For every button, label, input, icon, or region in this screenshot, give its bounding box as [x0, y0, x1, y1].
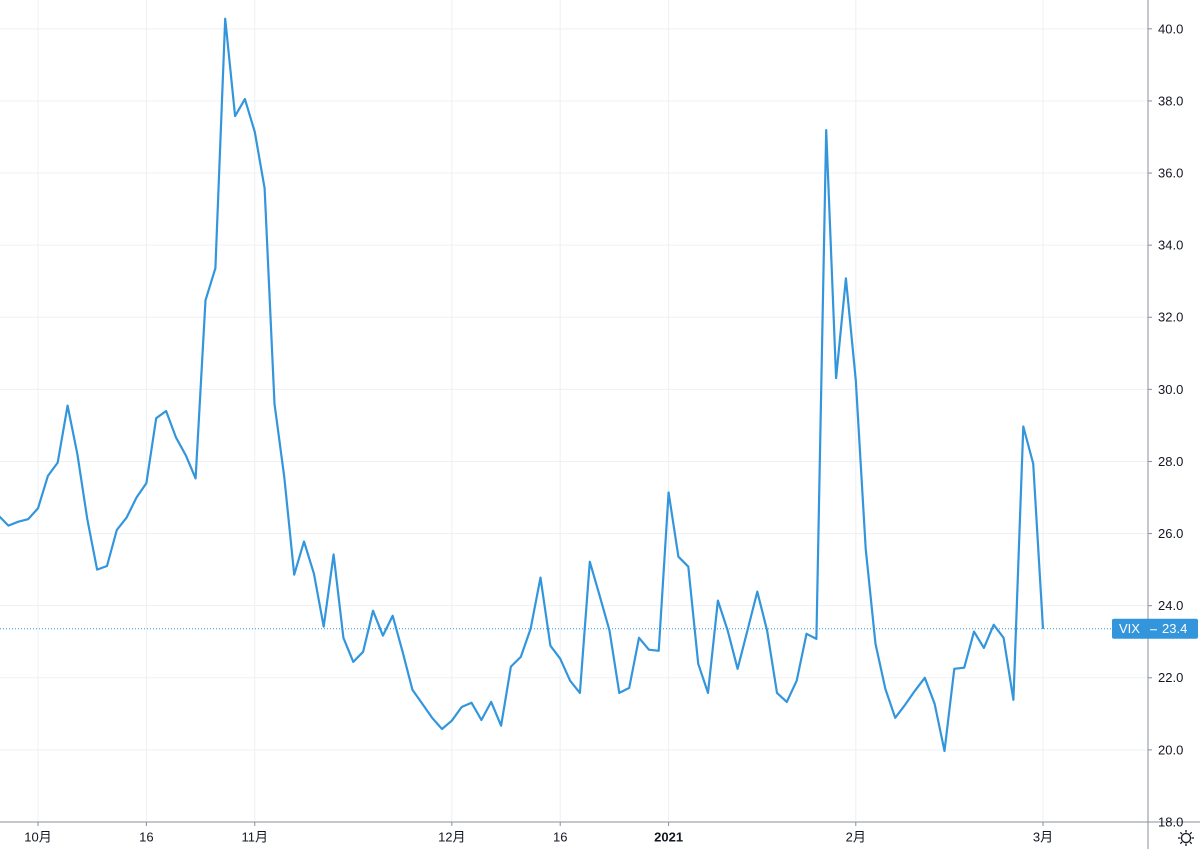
y-tick-label: 34.0 [1158, 238, 1183, 253]
last-value-badge [1112, 618, 1198, 639]
y-tick-label: 36.0 [1158, 165, 1183, 180]
series-name: VIX [1119, 621, 1140, 636]
y-tick-label: 30.0 [1158, 382, 1183, 397]
x-tick-label: 16 [553, 829, 567, 844]
y-tick-label: 32.0 [1158, 310, 1183, 325]
y-tick-label: 28.0 [1158, 454, 1183, 469]
series-line [0, 17, 1045, 753]
x-tick-label: 2月 [846, 829, 866, 844]
x-tick-label: 2021 [654, 829, 683, 844]
settings-icon[interactable] [1178, 830, 1194, 846]
x-tick-label: 10月 [24, 829, 51, 844]
x-tick-label: 12月 [438, 829, 465, 844]
y-tick-label: 40.0 [1158, 21, 1183, 36]
y-tick-label: 22.0 [1158, 670, 1183, 685]
y-tick-label: 20.0 [1158, 742, 1183, 757]
grid [0, 0, 1148, 823]
y-tick-label: 38.0 [1158, 93, 1183, 108]
x-tick-label: 11月 [242, 829, 269, 844]
last-value-label: 23.4 [1162, 621, 1187, 636]
y-tick-label: 24.0 [1158, 598, 1183, 613]
y-tick-label: 26.0 [1158, 526, 1183, 541]
x-tick-label: 16 [139, 829, 153, 844]
x-tick-label: 3月 [1033, 829, 1053, 844]
y-tick-label: 18.0 [1158, 814, 1183, 829]
